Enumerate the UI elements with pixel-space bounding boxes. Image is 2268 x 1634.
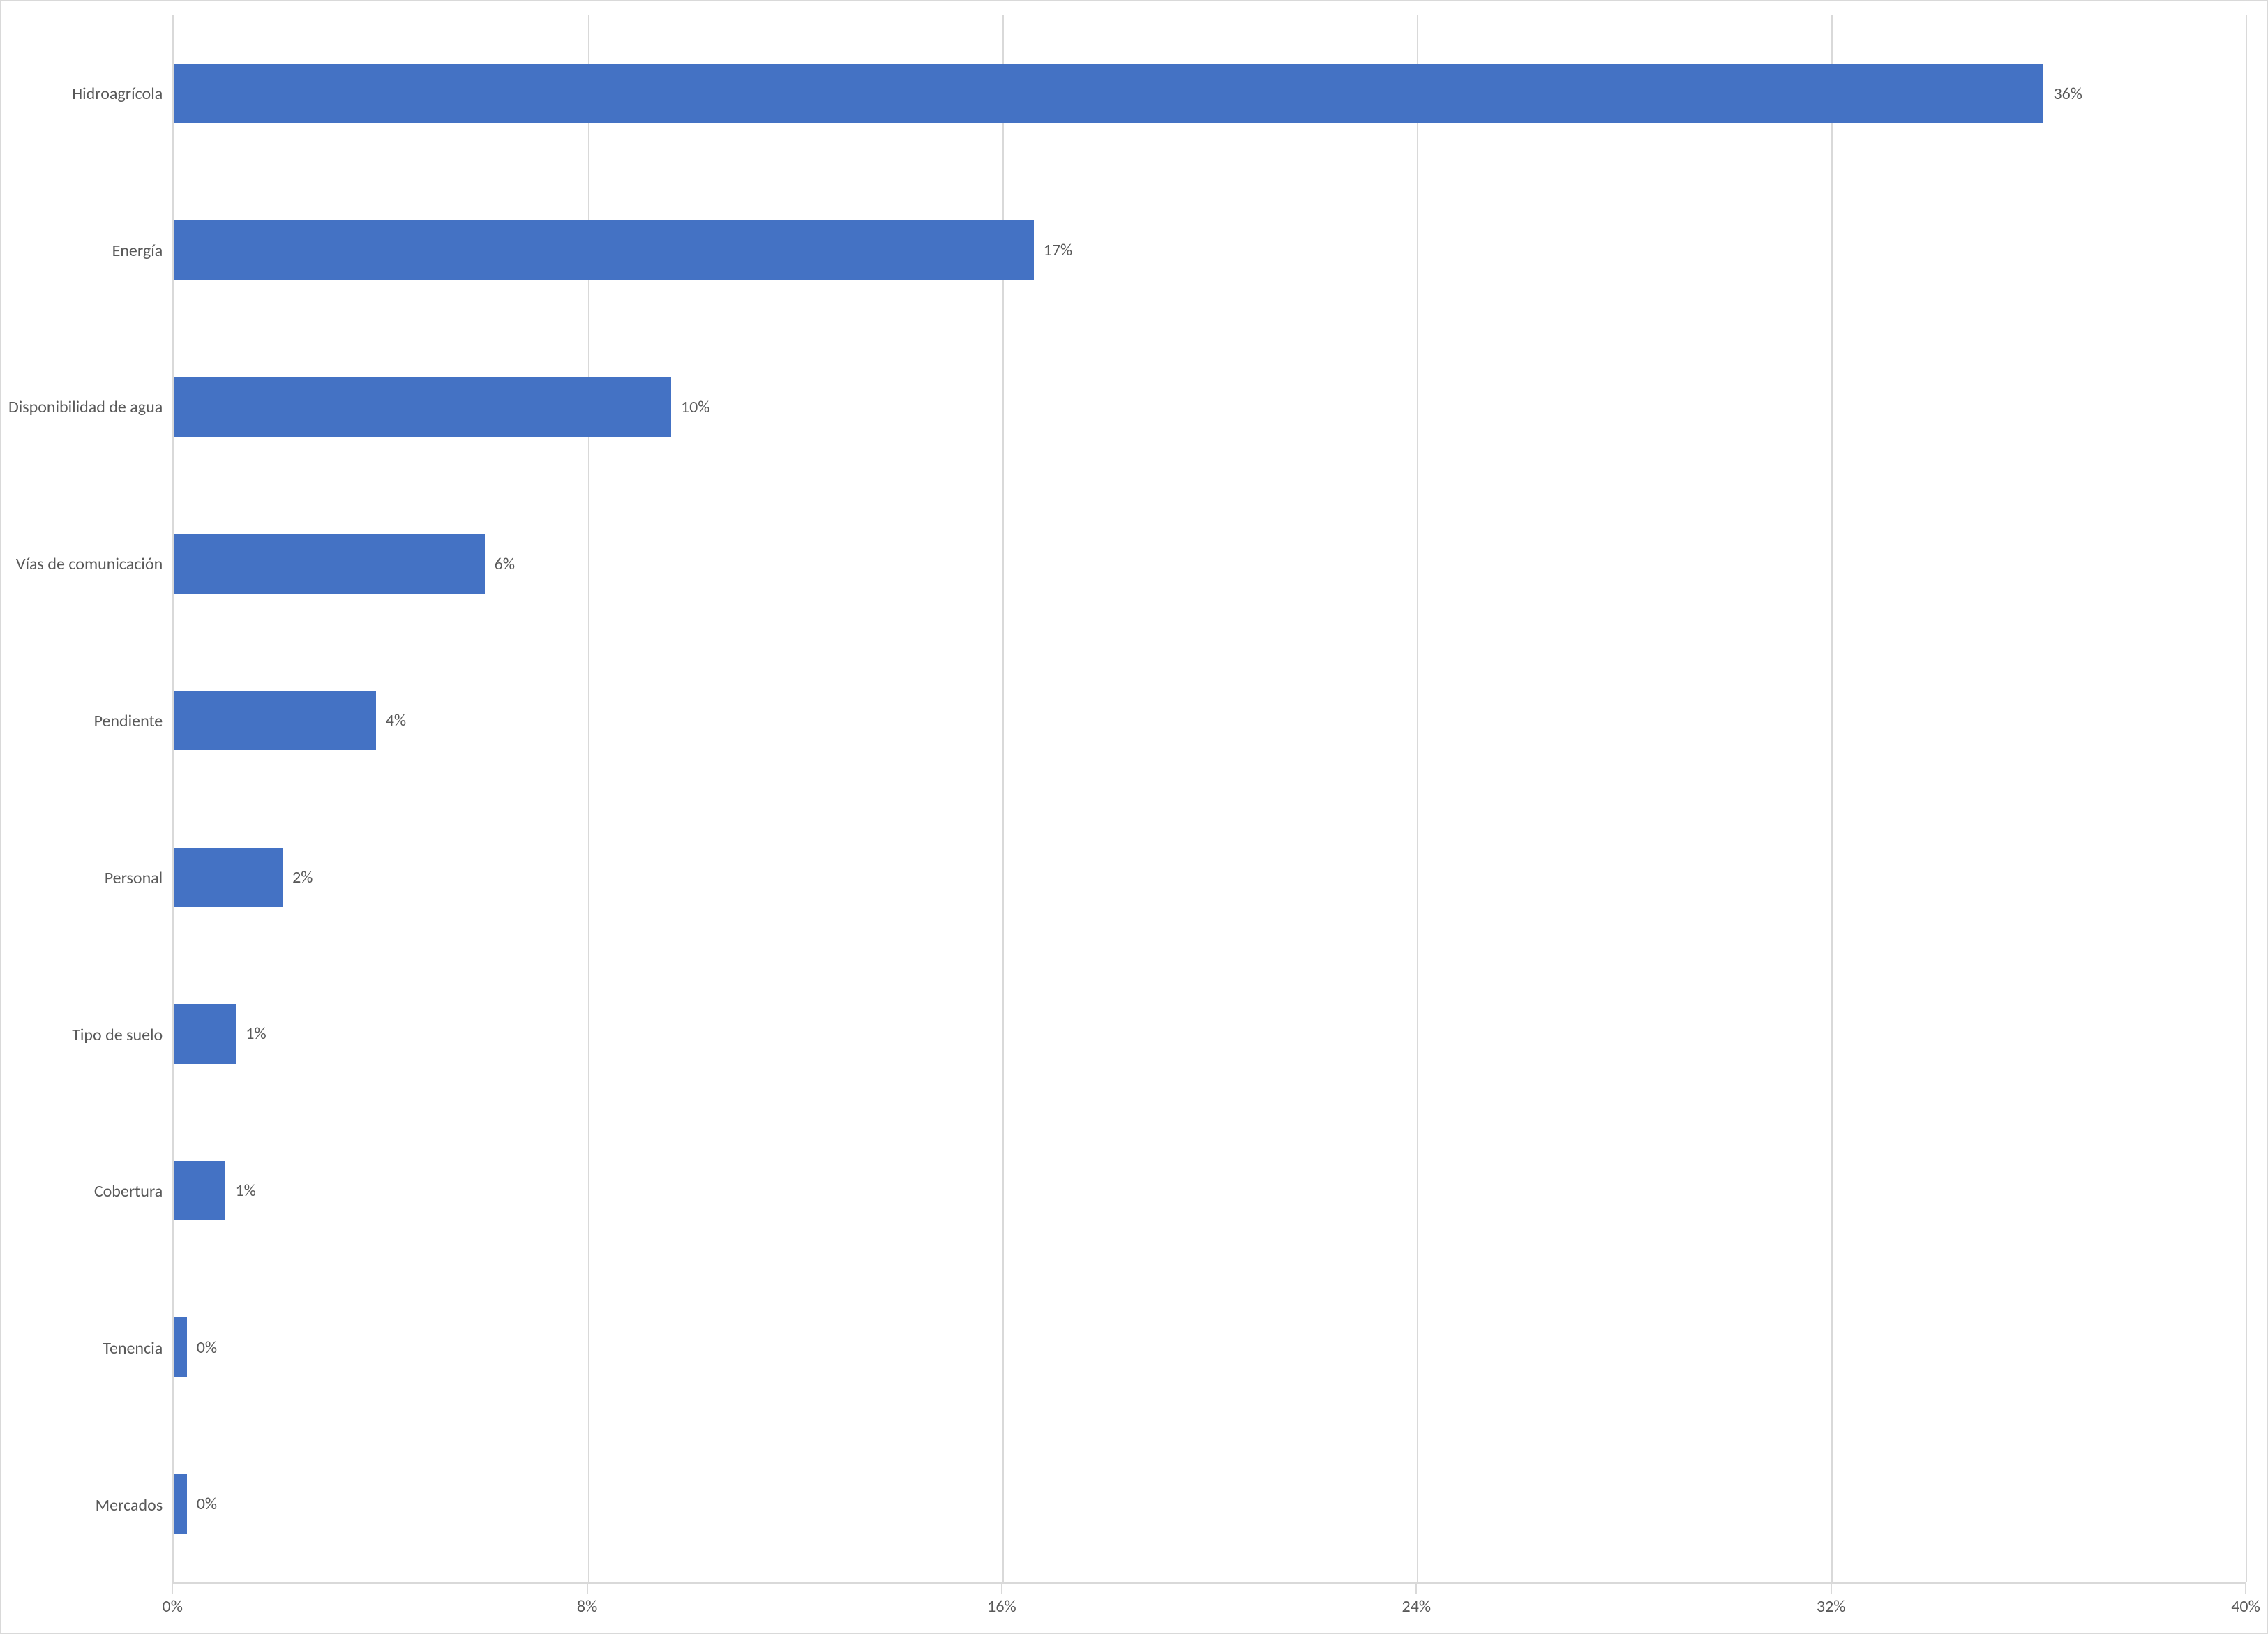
chart-frame: Hidroagrícola Energía Disponibilidad de ag… (0, 0, 2268, 1634)
bar (174, 1161, 225, 1220)
x-axis-labels: 0%8%16%24%32%40% (172, 1584, 2246, 1626)
bar-value-label: 2% (292, 867, 313, 887)
bar-value-label: 17% (1044, 240, 1072, 260)
x-axis-tick (1831, 1584, 1832, 1594)
x-axis-tick (1415, 1584, 1417, 1594)
bar-slot: 0% (174, 1425, 2246, 1582)
bar-slot: 17% (174, 172, 2246, 329)
y-axis-label: Hidroagrícola (72, 84, 163, 104)
y-axis-label: Mercados (96, 1495, 163, 1515)
x-axis-spacer (8, 1584, 172, 1626)
bar-value-label: 0% (197, 1337, 217, 1358)
bar-slot: 4% (174, 642, 2246, 799)
bar (174, 1474, 187, 1534)
bar (174, 848, 283, 907)
gridline (2246, 15, 2247, 1582)
x-axis-label: 24% (1402, 1596, 1431, 1617)
x-axis-tick (2245, 1584, 2246, 1594)
bar-slot: 1% (174, 1112, 2246, 1269)
bar (174, 691, 376, 750)
x-axis-tick (587, 1584, 588, 1594)
x-axis-label: 40% (2231, 1596, 2260, 1617)
bar (174, 64, 2043, 123)
x-axis-label: 8% (577, 1596, 597, 1617)
y-axis-label: Vías de comunicación (16, 554, 163, 574)
bar-value-label: 4% (386, 710, 406, 730)
x-axis-tick (1001, 1584, 1002, 1594)
x-axis-label: 0% (163, 1596, 183, 1617)
bar-slot: 0% (174, 1269, 2246, 1426)
plot-row: Hidroagrícola Energía Disponibilidad de ag… (8, 15, 2246, 1584)
x-axis-label: 16% (987, 1596, 1016, 1617)
y-axis-labels: Hidroagrícola Energía Disponibilidad de ag… (8, 15, 172, 1584)
y-axis-label: Disponibilidad de agua (8, 397, 163, 417)
bar-value-label: 10% (681, 397, 709, 417)
y-axis-label: Tipo de suelo (72, 1025, 163, 1045)
y-axis-label: Cobertura (94, 1181, 163, 1201)
bar-value-label: 36% (2053, 84, 2082, 104)
y-axis-label: Energía (112, 241, 163, 261)
bar (174, 377, 671, 437)
bar-value-label: 1% (235, 1180, 255, 1201)
bar-slot: 10% (174, 329, 2246, 486)
x-axis-tick (172, 1584, 173, 1594)
bar (174, 1317, 187, 1377)
bar-value-label: 1% (246, 1024, 266, 1044)
y-axis-label: Pendiente (94, 711, 163, 731)
bar (174, 220, 1033, 280)
bars-container: 36% 17% 10% 6% 4% 2% 1% 1% 0% 0% (174, 15, 2246, 1582)
bar-value-label: 0% (197, 1494, 217, 1514)
bar-slot: 1% (174, 956, 2246, 1113)
bar (174, 1004, 236, 1063)
bar (174, 534, 484, 593)
bar-slot: 36% (174, 15, 2246, 172)
bar-slot: 2% (174, 799, 2246, 956)
x-axis-label: 32% (1817, 1596, 1845, 1617)
y-axis-label: Personal (105, 868, 163, 888)
bar-value-label: 6% (495, 554, 515, 574)
plot-area: 36% 17% 10% 6% 4% 2% 1% 1% 0% 0% (172, 15, 2246, 1584)
x-axis-row: 0%8%16%24%32%40% (8, 1584, 2246, 1626)
bar-slot: 6% (174, 486, 2246, 643)
y-axis-label: Tenencia (103, 1338, 163, 1358)
